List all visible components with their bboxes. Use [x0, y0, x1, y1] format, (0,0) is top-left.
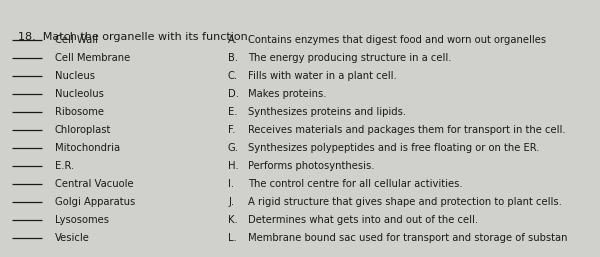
- Text: Golgi Apparatus: Golgi Apparatus: [55, 197, 135, 207]
- Text: Ribosome: Ribosome: [55, 107, 104, 117]
- Text: Central Vacuole: Central Vacuole: [55, 179, 134, 189]
- Text: H.: H.: [228, 161, 239, 171]
- Text: Performs photosynthesis.: Performs photosynthesis.: [248, 161, 374, 171]
- Text: K.: K.: [228, 215, 238, 225]
- Text: Synthesizes polypeptides and is free floating or on the ER.: Synthesizes polypeptides and is free flo…: [248, 143, 539, 153]
- Text: Cell Wall: Cell Wall: [55, 35, 98, 45]
- Text: E.: E.: [228, 107, 238, 117]
- Text: Chloroplast: Chloroplast: [55, 125, 112, 135]
- Text: Fills with water in a plant cell.: Fills with water in a plant cell.: [248, 71, 397, 81]
- Text: A.: A.: [228, 35, 238, 45]
- Text: F.: F.: [228, 125, 235, 135]
- Text: Nucleolus: Nucleolus: [55, 89, 104, 99]
- Text: Mitochondria: Mitochondria: [55, 143, 120, 153]
- Text: Nucleus: Nucleus: [55, 71, 95, 81]
- Text: Receives materials and packages them for transport in the cell.: Receives materials and packages them for…: [248, 125, 566, 135]
- Text: Synthesizes proteins and lipids.: Synthesizes proteins and lipids.: [248, 107, 406, 117]
- Text: G.: G.: [228, 143, 239, 153]
- Text: Determines what gets into and out of the cell.: Determines what gets into and out of the…: [248, 215, 478, 225]
- Text: L.: L.: [228, 233, 237, 243]
- Text: A rigid structure that gives shape and protection to plant cells.: A rigid structure that gives shape and p…: [248, 197, 562, 207]
- Text: C.: C.: [228, 71, 238, 81]
- Text: E.R.: E.R.: [55, 161, 74, 171]
- Text: B.: B.: [228, 53, 238, 63]
- Text: 18.  Match the organelle with its function.: 18. Match the organelle with its functio…: [18, 32, 251, 42]
- Text: Makes proteins.: Makes proteins.: [248, 89, 326, 99]
- Text: The energy producing structure in a cell.: The energy producing structure in a cell…: [248, 53, 452, 63]
- Text: J.: J.: [228, 197, 234, 207]
- Text: Membrane bound sac used for transport and storage of substan: Membrane bound sac used for transport an…: [248, 233, 568, 243]
- Text: I.: I.: [228, 179, 234, 189]
- Text: D.: D.: [228, 89, 239, 99]
- Text: Contains enzymes that digest food and worn out organelles: Contains enzymes that digest food and wo…: [248, 35, 546, 45]
- Text: The control centre for all cellular activities.: The control centre for all cellular acti…: [248, 179, 463, 189]
- Text: Lysosomes: Lysosomes: [55, 215, 109, 225]
- Text: Cell Membrane: Cell Membrane: [55, 53, 130, 63]
- Text: Vesicle: Vesicle: [55, 233, 90, 243]
